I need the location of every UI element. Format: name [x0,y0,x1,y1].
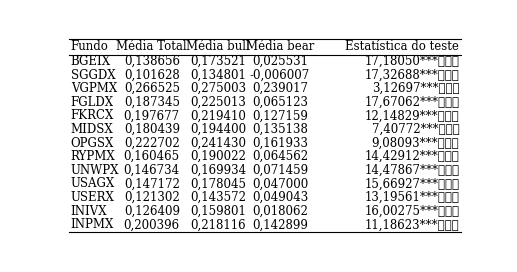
Text: -0,006007: -0,006007 [250,69,310,82]
Text: 14,47867***☐☐☐: 14,47867***☐☐☐ [364,164,459,177]
Text: INIVX: INIVX [71,205,107,218]
Text: 0,135138: 0,135138 [252,123,308,136]
Text: 0,200396: 0,200396 [124,218,180,231]
Text: 0,160465: 0,160465 [124,150,180,163]
Text: MIDSX: MIDSX [71,123,113,136]
Text: 0,064562: 0,064562 [252,150,308,163]
Text: USAGX: USAGX [71,177,115,190]
Text: 0,101628: 0,101628 [124,69,179,82]
Text: 0,266525: 0,266525 [124,82,180,95]
Text: 0,190022: 0,190022 [190,150,246,163]
Text: 0,126409: 0,126409 [124,205,180,218]
Text: 14,42912***☐☐☐: 14,42912***☐☐☐ [364,150,459,163]
Text: 0,121302: 0,121302 [124,191,179,204]
Text: 0,218116: 0,218116 [190,218,246,231]
Text: Média bull: Média bull [186,40,250,53]
Text: 17,18050***☐☐☐: 17,18050***☐☐☐ [364,55,459,68]
Text: UNWPX: UNWPX [71,164,119,177]
Text: 0,178045: 0,178045 [190,177,246,190]
Text: 0,071459: 0,071459 [252,164,308,177]
Text: 0,169934: 0,169934 [190,164,246,177]
Text: 0,142899: 0,142899 [252,218,308,231]
Text: 0,219410: 0,219410 [190,109,246,122]
Text: FKRCX: FKRCX [71,109,114,122]
Text: 12,14829***☐☐☐: 12,14829***☐☐☐ [364,109,459,122]
Text: 3,12697***☐☐☐: 3,12697***☐☐☐ [372,82,459,95]
Text: 0,147172: 0,147172 [124,177,180,190]
Text: 0,138656: 0,138656 [124,55,180,68]
Text: 0,143572: 0,143572 [190,191,246,204]
Text: 0,146734: 0,146734 [124,164,180,177]
Text: 0,065123: 0,065123 [252,96,308,109]
Text: 0,049043: 0,049043 [252,191,308,204]
Text: 0,134801: 0,134801 [190,69,246,82]
Text: 17,32688***☐☐☐: 17,32688***☐☐☐ [364,69,459,82]
Text: 0,187345: 0,187345 [124,96,180,109]
Text: 0,194400: 0,194400 [190,123,246,136]
Text: 11,18623***☐☐☐: 11,18623***☐☐☐ [364,218,459,231]
Text: Média bear: Média bear [246,40,314,53]
Text: 17,67062***☐☐☐: 17,67062***☐☐☐ [364,96,459,109]
Text: 0,018062: 0,018062 [252,205,308,218]
Text: VGPMX: VGPMX [71,82,117,95]
Text: RYPMX: RYPMX [71,150,115,163]
Text: BGEIX: BGEIX [71,55,111,68]
Text: Média Total: Média Total [116,40,187,53]
Text: FGLDX: FGLDX [71,96,114,109]
Text: 0,161933: 0,161933 [252,137,308,150]
Text: 0,225013: 0,225013 [190,96,246,109]
Text: 0,127159: 0,127159 [252,109,308,122]
Text: INPMX: INPMX [71,218,114,231]
Text: 0,222702: 0,222702 [124,137,179,150]
Text: SGGDX: SGGDX [71,69,115,82]
Text: 0,173521: 0,173521 [190,55,246,68]
Text: 0,241430: 0,241430 [190,137,246,150]
Text: 16,00275***☐☐☐: 16,00275***☐☐☐ [364,205,459,218]
Text: 0,180439: 0,180439 [124,123,180,136]
Text: OPGSX: OPGSX [71,137,114,150]
Text: Fundo: Fundo [71,40,109,53]
Text: 0,239017: 0,239017 [252,82,308,95]
Text: 0,275003: 0,275003 [190,82,246,95]
Text: 0,197677: 0,197677 [124,109,180,122]
Text: 13,19561***☐☐☐: 13,19561***☐☐☐ [364,191,459,204]
Text: 9,08093***☐☐☐: 9,08093***☐☐☐ [372,137,459,150]
Text: 7,40772***☐☐☐: 7,40772***☐☐☐ [372,123,459,136]
Text: 0,047000: 0,047000 [252,177,308,190]
Text: USERX: USERX [71,191,114,204]
Text: Estatística do teste: Estatística do teste [345,40,459,53]
Text: 15,66927***☐☐☐: 15,66927***☐☐☐ [364,177,459,190]
Text: 0,159801: 0,159801 [190,205,246,218]
Text: 0,025531: 0,025531 [252,55,308,68]
